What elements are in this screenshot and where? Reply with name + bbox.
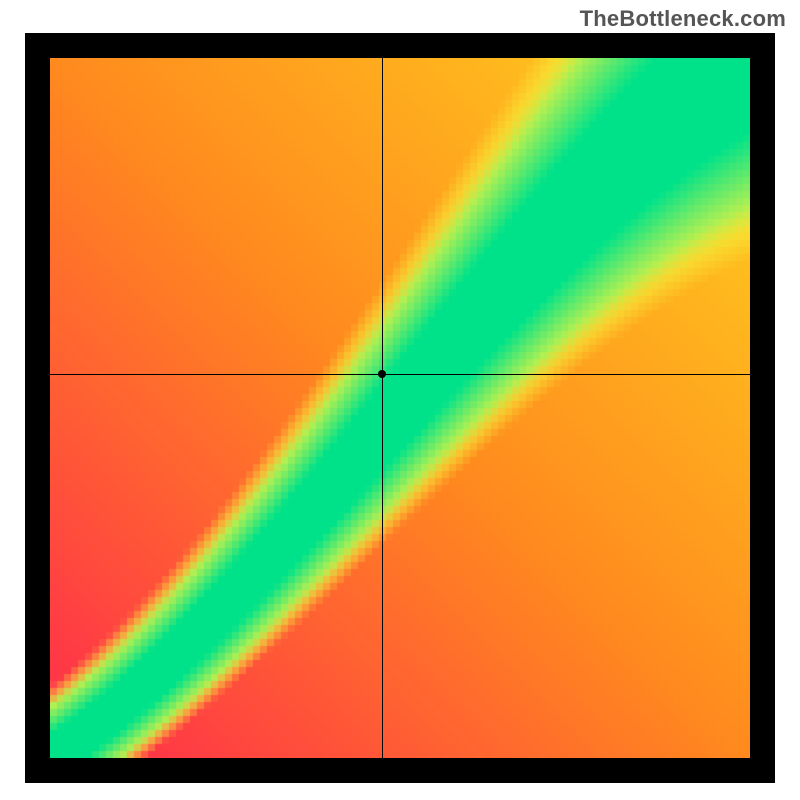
chart-frame	[25, 33, 775, 783]
heatmap-canvas	[50, 58, 750, 758]
crosshair-horizontal	[50, 374, 750, 375]
watermark-text: TheBottleneck.com	[580, 6, 786, 32]
page-root: TheBottleneck.com	[0, 0, 800, 800]
crosshair-vertical	[382, 58, 383, 758]
crosshair-marker	[378, 370, 386, 378]
